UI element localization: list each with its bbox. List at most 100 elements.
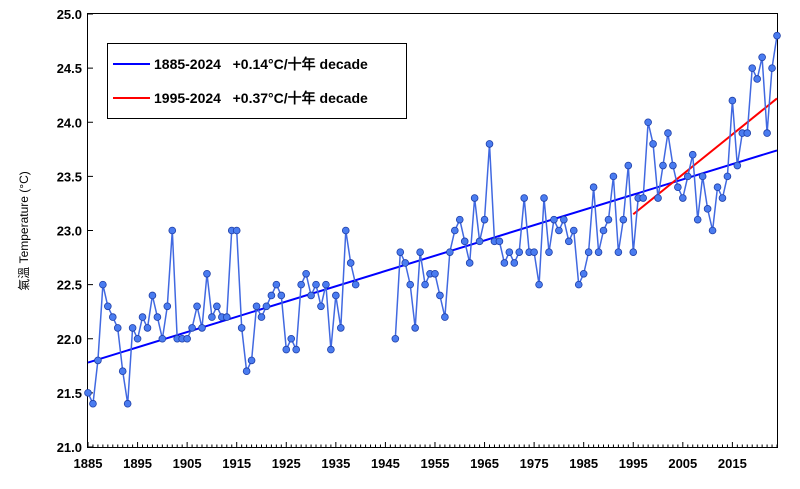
data-point xyxy=(465,259,474,267)
x-tick-label: 1945 xyxy=(371,456,400,471)
data-point xyxy=(664,129,672,137)
data-point xyxy=(629,248,638,256)
data-point xyxy=(118,367,127,376)
data-point xyxy=(589,183,598,192)
data-point xyxy=(639,194,647,202)
data-point xyxy=(515,248,524,256)
data-point xyxy=(698,172,707,181)
data-point xyxy=(336,324,345,332)
data-point xyxy=(341,226,350,235)
data-point xyxy=(128,324,137,332)
legend-label-1995-2024: 1995-2024 +0.37°C/十年 decade xyxy=(154,90,368,106)
legend: 1885-2024 +0.14°C/十年 decade 1995-2024 +0… xyxy=(107,43,407,119)
data-point xyxy=(674,183,682,192)
data-point xyxy=(768,64,776,72)
data-point xyxy=(688,150,697,159)
legend-box xyxy=(107,43,407,119)
data-point xyxy=(198,324,206,332)
data-point xyxy=(510,259,519,267)
data-point xyxy=(679,194,687,202)
data-point xyxy=(203,269,211,278)
x-tick-label: 1925 xyxy=(272,456,301,471)
data-point xyxy=(505,248,514,256)
x-tick-label: 1915 xyxy=(222,456,251,471)
data-point xyxy=(669,161,677,170)
data-point xyxy=(654,194,662,202)
data-point xyxy=(451,226,459,235)
data-point xyxy=(693,215,702,224)
data-point xyxy=(728,96,737,105)
data-point xyxy=(143,324,152,332)
data-point xyxy=(222,313,231,321)
x-tick-label: 1905 xyxy=(173,456,202,471)
x-tick-label: 1965 xyxy=(470,456,499,471)
data-point xyxy=(604,215,613,224)
x-tick-label: 2005 xyxy=(668,456,697,471)
data-point xyxy=(485,140,494,148)
legend-label-1885-2024: 1885-2024 +0.14°C/十年 decade xyxy=(154,56,368,72)
data-point xyxy=(773,31,781,40)
data-point xyxy=(713,183,722,192)
data-point xyxy=(579,269,588,278)
data-point xyxy=(108,313,117,321)
data-point xyxy=(619,215,628,224)
data-point xyxy=(421,280,429,289)
data-point xyxy=(411,324,419,332)
data-point xyxy=(292,345,300,354)
data-point xyxy=(495,237,504,246)
data-point xyxy=(307,291,315,300)
data-point xyxy=(609,172,618,181)
data-point xyxy=(327,345,335,354)
data-point xyxy=(644,118,652,127)
data-point xyxy=(312,280,320,289)
data-point xyxy=(252,302,261,311)
data-point xyxy=(569,226,578,235)
data-point xyxy=(530,248,538,256)
data-point xyxy=(594,248,603,256)
data-point xyxy=(158,334,167,343)
data-point xyxy=(748,64,757,72)
data-point xyxy=(406,280,414,289)
data-series xyxy=(84,31,781,408)
data-point xyxy=(436,291,444,300)
data-point xyxy=(708,226,717,235)
data-point xyxy=(540,194,548,202)
y-tick-label: 23.0 xyxy=(57,224,82,239)
x-axis: 1885 1895 1905 1915 1925 1935 1945 1955 1965 1975… xyxy=(74,442,778,471)
data-point xyxy=(753,75,761,83)
data-point xyxy=(277,291,286,300)
x-tick-label: 1985 xyxy=(569,456,598,471)
y-tick-label: 22.5 xyxy=(57,278,82,293)
data-point xyxy=(599,226,608,235)
data-point xyxy=(480,215,489,224)
data-point xyxy=(431,269,439,278)
data-point xyxy=(262,302,271,311)
data-point xyxy=(520,194,529,202)
data-point xyxy=(287,334,296,343)
data-point xyxy=(267,291,276,300)
data-point xyxy=(168,226,177,235)
data-point xyxy=(743,129,752,137)
data-point xyxy=(242,367,251,376)
data-point xyxy=(257,313,266,321)
y-axis: 21.0 21.5 22.0 22.5 23.0 23.5 24.0 24.5 25.0 xyxy=(57,7,93,455)
data-point xyxy=(584,248,593,256)
data-point xyxy=(718,194,727,202)
data-point xyxy=(475,237,484,246)
x-tick-label: 1955 xyxy=(421,456,450,471)
data-point xyxy=(500,259,509,267)
data-point xyxy=(545,248,553,256)
x-tick-label: 1975 xyxy=(520,456,549,471)
data-point xyxy=(148,291,157,300)
data-point xyxy=(560,215,568,224)
data-point xyxy=(723,172,732,181)
data-point xyxy=(550,215,558,224)
data-point xyxy=(282,345,291,354)
data-point xyxy=(555,226,563,235)
data-point xyxy=(232,226,241,235)
data-point xyxy=(396,248,405,256)
data-point xyxy=(89,399,97,408)
data-point xyxy=(733,161,742,170)
x-tick-label: 1885 xyxy=(74,456,103,471)
data-point xyxy=(346,259,355,267)
